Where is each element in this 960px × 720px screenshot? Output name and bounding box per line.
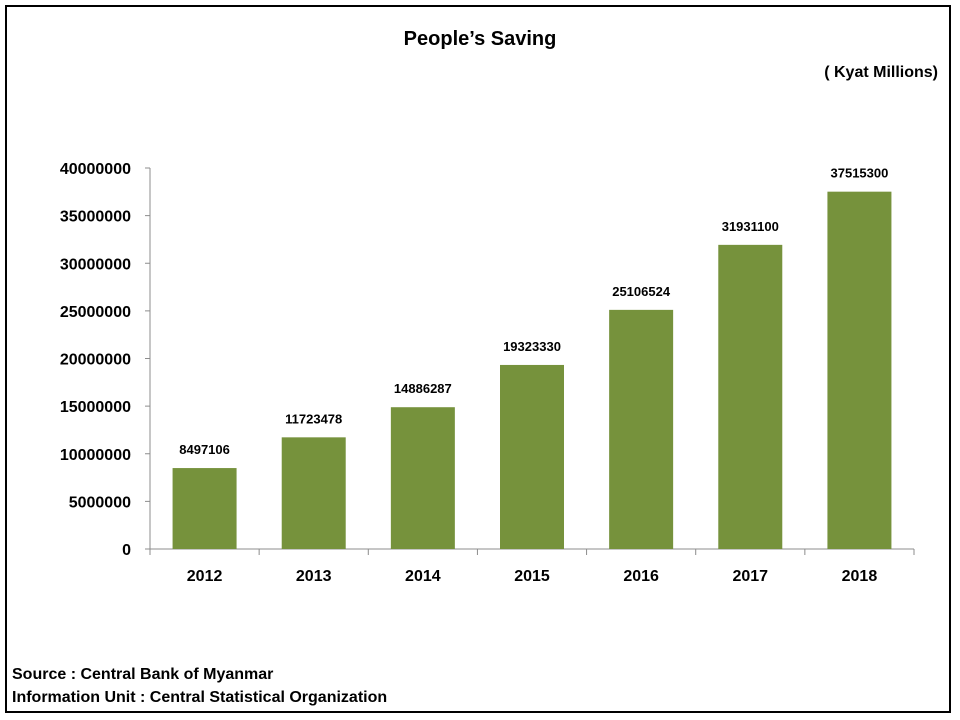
y-tick-label: 30000000	[60, 256, 131, 273]
data-label: 37515300	[831, 166, 889, 181]
source-line: Source : Central Bank of Myanmar	[12, 666, 274, 683]
x-tick-label: 2016	[623, 568, 659, 585]
y-tick-label: 5000000	[69, 494, 131, 511]
y-tick-label: 35000000	[60, 209, 131, 226]
bar-2014	[390, 407, 455, 549]
information-unit-line: Information Unit : Central Statistical O…	[12, 689, 388, 706]
data-label: 25106524	[612, 284, 671, 299]
data-label: 19323330	[503, 339, 561, 354]
x-tick-label: 2017	[732, 568, 768, 585]
x-tick-label: 2013	[296, 568, 332, 585]
data-label: 14886287	[394, 381, 452, 396]
bar-2016	[609, 309, 674, 549]
y-tick-label: 25000000	[60, 304, 131, 321]
data-label: 31931100	[722, 219, 779, 234]
y-tick-label: 20000000	[60, 352, 131, 369]
x-tick-label: 2015	[514, 568, 550, 585]
unit-label: ( Kyat Millions)	[824, 64, 938, 81]
y-tick-label: 10000000	[60, 447, 131, 464]
x-tick-label: 2012	[187, 568, 223, 585]
x-tick-label: 2014	[405, 568, 441, 585]
data-label: 11723478	[285, 411, 342, 426]
bar-2013	[281, 437, 346, 549]
bar-2012	[172, 468, 237, 549]
y-tick-label: 0	[122, 542, 131, 559]
y-tick-label: 15000000	[60, 399, 131, 416]
chart-title: People’s Saving	[403, 28, 557, 50]
y-tick-label: 40000000	[60, 161, 131, 178]
bar-2018	[827, 191, 892, 550]
x-tick-label: 2018	[842, 568, 878, 585]
data-label: 8497106	[179, 442, 230, 457]
bar-2017	[718, 244, 783, 550]
bar-2015	[500, 364, 564, 549]
chart-frame	[5, 5, 951, 713]
